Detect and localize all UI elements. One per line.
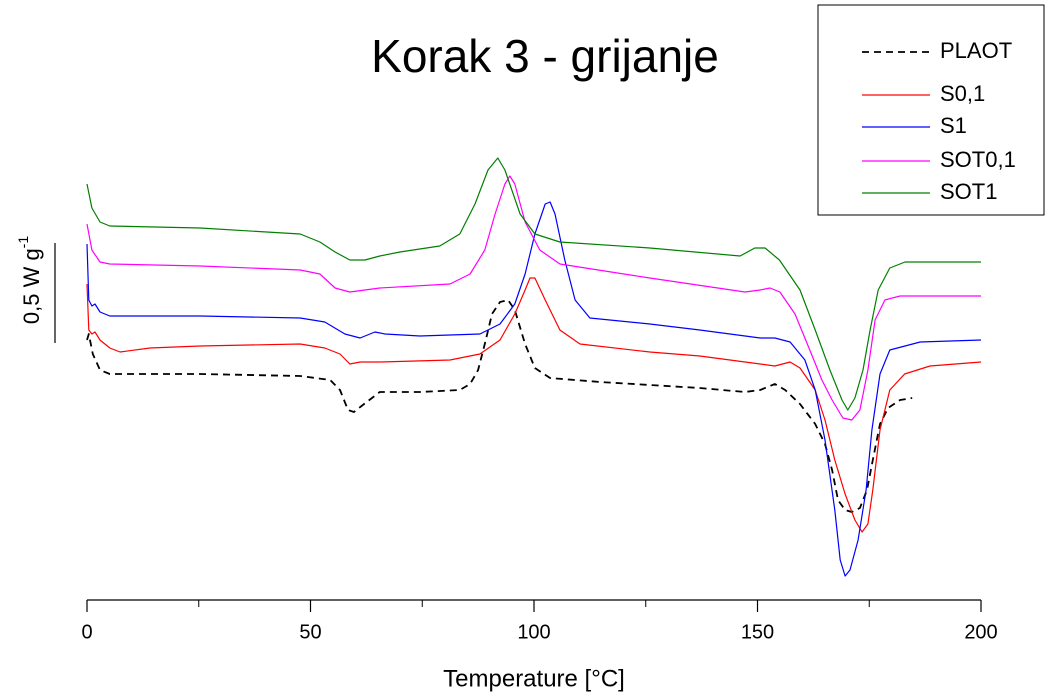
scale-bar-label: 0,5 W g-1 xyxy=(15,236,44,324)
x-tick-label: 0 xyxy=(81,621,92,643)
legend-label: SOT1 xyxy=(940,179,997,204)
series-line xyxy=(86,277,982,533)
legend-label: PLAOT xyxy=(940,38,1012,63)
x-tick-label: 150 xyxy=(741,621,774,643)
scale-bar-label-text: 0,5 W g xyxy=(19,248,44,324)
x-tick-label: 200 xyxy=(964,621,997,643)
x-tick-label: 100 xyxy=(517,621,550,643)
series-line xyxy=(86,157,981,411)
series-line xyxy=(86,201,982,577)
chart-title: Korak 3 - grijanje xyxy=(371,30,719,82)
series-line xyxy=(86,299,913,513)
x-axis-label: Temperature [°C] xyxy=(443,665,625,692)
legend-label: S1 xyxy=(940,113,967,138)
legend-box xyxy=(817,4,1045,216)
legend-label: S0,1 xyxy=(940,81,985,106)
x-tick-label: 50 xyxy=(299,621,321,643)
series-line xyxy=(86,175,981,421)
legend-label: SOT0,1 xyxy=(940,147,1016,172)
scale-bar-label-sup: -1 xyxy=(15,236,31,249)
